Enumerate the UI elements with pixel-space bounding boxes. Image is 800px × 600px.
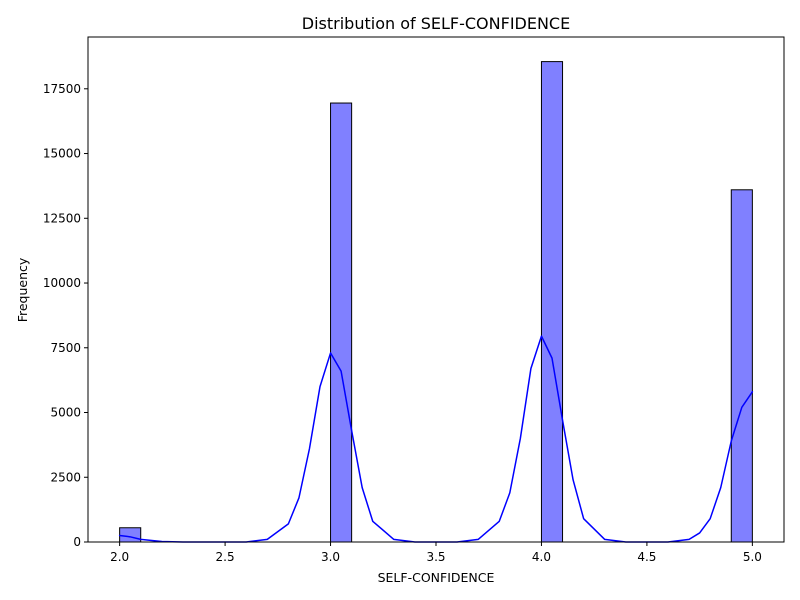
x-tick-label: 4.0 — [532, 550, 551, 564]
histogram-bar-0 — [119, 527, 142, 543]
y-tick-label: 10000 — [43, 276, 81, 290]
histogram-bars — [119, 61, 753, 543]
y-tick-label: 0 — [73, 535, 81, 549]
histogram-bar-1 — [330, 102, 353, 543]
y-tick-label: 5000 — [50, 406, 81, 420]
y-tick-label: 15000 — [43, 147, 81, 161]
histogram-bar-3 — [730, 189, 753, 543]
x-tick-label: 3.0 — [321, 550, 340, 564]
y-tick-label: 7500 — [50, 341, 81, 355]
x-axis-label: SELF-CONFIDENCE — [378, 570, 495, 585]
x-tick-label: 4.5 — [637, 550, 656, 564]
plot-area-frame — [87, 36, 785, 543]
y-tick-label: 12500 — [43, 211, 81, 225]
x-tick-label: 2.0 — [110, 550, 129, 564]
y-axis-label: Frequency — [15, 257, 30, 322]
x-tick-label: 2.5 — [216, 550, 235, 564]
x-axis-ticks: 2.0 2.5 3.0 3.5 4.0 4.5 5.0 — [110, 542, 762, 564]
histogram-bar-2 — [540, 61, 564, 543]
y-tick-label: 2500 — [50, 470, 81, 484]
y-axis-ticks: 0 2500 5000 7500 10000 12500 15000 17500 — [43, 82, 88, 549]
kde-line — [118, 335, 754, 543]
x-tick-label: 5.0 — [743, 550, 762, 564]
y-tick-label: 17500 — [43, 82, 81, 96]
x-tick-label: 3.5 — [426, 550, 445, 564]
kde-curve-group — [118, 335, 754, 543]
chart-title: Distribution of SELF-CONFIDENCE — [302, 14, 570, 33]
